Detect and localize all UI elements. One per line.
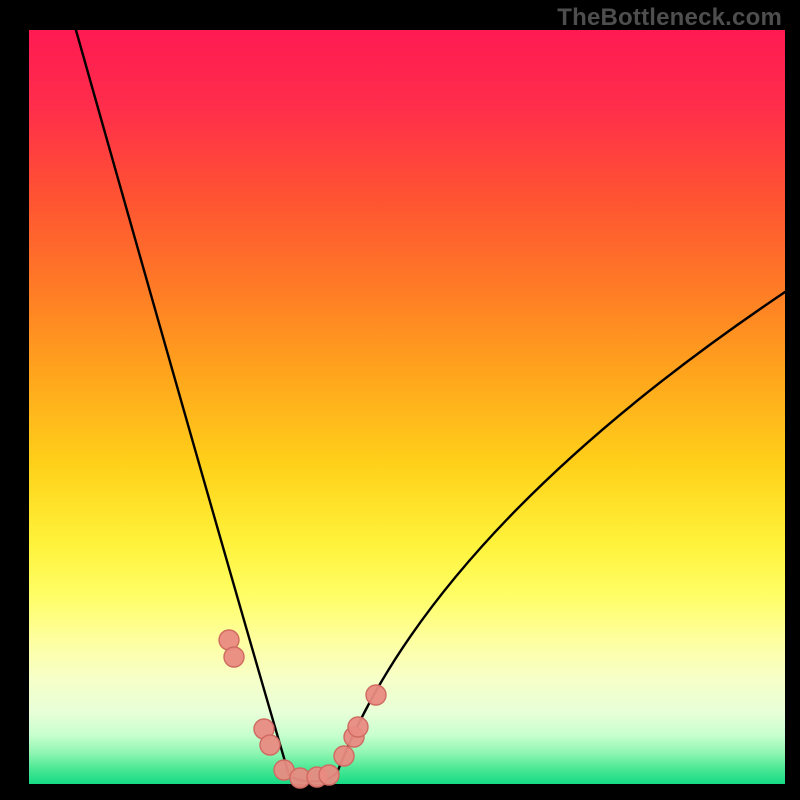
data-marker: [290, 768, 310, 788]
data-marker: [260, 735, 280, 755]
data-marker: [274, 760, 294, 780]
data-marker: [219, 630, 239, 650]
chart-frame: TheBottleneck.com: [0, 0, 800, 800]
data-marker: [334, 746, 354, 766]
trough-curve: [289, 773, 337, 782]
data-marker: [366, 685, 386, 705]
data-marker: [319, 765, 339, 785]
chart-svg: [0, 0, 800, 800]
left-curve: [70, 9, 289, 775]
data-marker: [348, 717, 368, 737]
data-marker: [307, 767, 327, 787]
plot-background: [29, 30, 785, 784]
right-curve: [337, 290, 788, 773]
data-marker: [224, 647, 244, 667]
data-marker: [254, 719, 274, 739]
watermark-text: TheBottleneck.com: [557, 4, 782, 32]
marker-group: [219, 630, 386, 788]
data-marker: [344, 727, 364, 747]
